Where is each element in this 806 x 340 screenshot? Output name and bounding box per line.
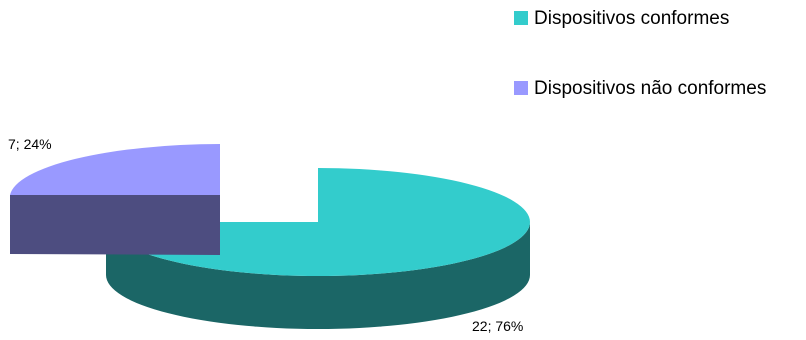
legend-label-conformes: Dispositivos conformes	[534, 8, 730, 29]
slice-conformes-side	[106, 222, 530, 329]
legend-label-nao-conformes: Dispositivos não conformes	[534, 78, 767, 99]
legend-swatch-nao-conformes	[514, 81, 528, 95]
slice-nao-conformes-top	[10, 144, 220, 195]
legend-item-conformes: Dispositivos conformes	[514, 8, 729, 30]
data-label-conformes: 22; 76%	[472, 318, 523, 334]
legend-swatch-conformes	[514, 11, 528, 25]
data-label-nao-conformes: 7; 24%	[8, 136, 52, 152]
slice-nao-conformes	[10, 144, 220, 255]
legend-item-nao-conformes: Dispositivos não conformes	[514, 78, 766, 100]
slice-nao-conformes-side	[10, 195, 220, 255]
